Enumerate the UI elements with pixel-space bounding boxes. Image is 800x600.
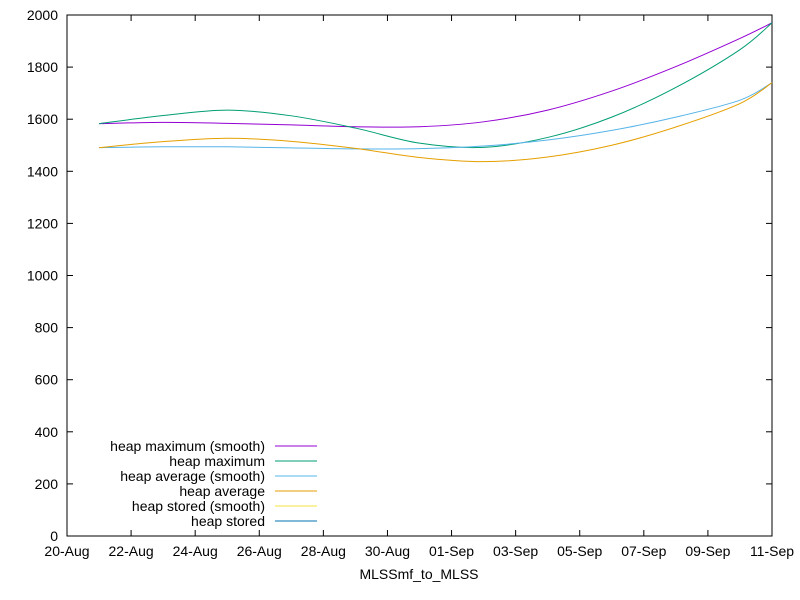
legend-label-heap-maximum: heap maximum	[169, 453, 265, 469]
x-tick-label: 24-Aug	[173, 543, 218, 559]
x-tick-label: 03-Sep	[493, 543, 538, 559]
x-tick-label: 20-Aug	[44, 543, 89, 559]
series-layer	[98, 22, 773, 163]
y-axis: 0 200 400 600 800 1000 1200 1400 1600 1800 2000	[27, 7, 772, 544]
y-tick-label: 600	[35, 372, 59, 388]
legend-label-heap-average-smooth: heap average (smooth)	[120, 468, 265, 484]
x-tick-label: 28-Aug	[301, 543, 346, 559]
y-tick-label: 1000	[27, 268, 58, 284]
x-axis-title: MLSSmf_to_MLSS	[359, 566, 478, 582]
x-tick-label: 30-Aug	[365, 543, 410, 559]
y-tick-label: 1600	[27, 111, 58, 127]
series-line-heap-maximum	[98, 22, 773, 149]
x-tick-label: 05-Sep	[557, 543, 602, 559]
legend-label-heap-maximum-smooth: heap maximum (smooth)	[110, 438, 265, 454]
y-tick-label: 800	[35, 320, 59, 336]
y-tick-label: 1800	[27, 59, 58, 75]
x-tick-label: 26-Aug	[237, 543, 282, 559]
y-tick-label: 1200	[27, 215, 58, 231]
y-tick-label: 200	[35, 476, 59, 492]
y-tick-label: 1400	[27, 163, 58, 179]
y-tick-label: 2000	[27, 7, 58, 23]
x-tick-label: 11-Sep	[750, 543, 794, 559]
series-line-heap-average-smooth	[99, 82, 773, 150]
series-line-heap-maximum-smooth	[99, 22, 773, 128]
series-line-heap-average	[99, 82, 773, 163]
x-tick-label: 09-Sep	[685, 543, 730, 559]
x-tick-label: 22-Aug	[109, 543, 154, 559]
legend-label-heap-stored-smooth: heap stored (smooth)	[132, 498, 265, 514]
legend-label-heap-average: heap average	[179, 483, 265, 499]
legend-label-heap-stored: heap stored	[191, 513, 265, 529]
x-tick-label: 01-Sep	[429, 543, 474, 559]
y-tick-label: 400	[35, 424, 59, 440]
x-tick-label: 07-Sep	[621, 543, 666, 559]
x-axis: 20-Aug 22-Aug 24-Aug 26-Aug 28-Aug 30-Aug 01-S…	[44, 15, 794, 559]
y-tick-label: 0	[50, 528, 58, 544]
